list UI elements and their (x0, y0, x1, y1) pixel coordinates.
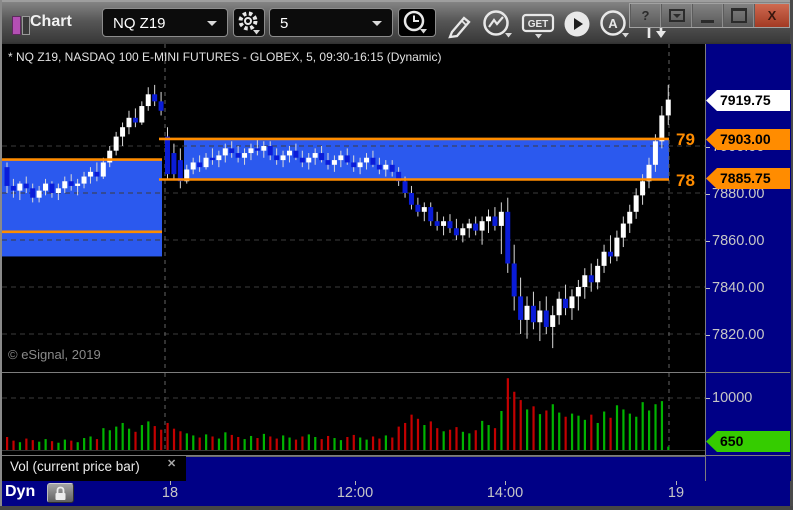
gear-icon (238, 11, 260, 35)
lock-icon (55, 486, 66, 500)
close-study-icon[interactable]: ✕ (167, 458, 177, 470)
volume-chart (2, 373, 705, 451)
time-tick: 19 (667, 485, 685, 501)
price-tick: 7840.00 (712, 280, 765, 296)
popout-button[interactable] (661, 4, 692, 27)
interval-value: 5 (280, 15, 289, 32)
chevron-down-icon (372, 21, 382, 26)
window-title: Chart (30, 13, 72, 30)
level-price-tag-top: 7903.00 (706, 129, 790, 150)
chart-window-icon-secondary (22, 16, 30, 35)
titlebar[interactable]: Chart NQ Z19 5 (2, 2, 790, 44)
popout-icon (668, 9, 685, 22)
footer-spacer (186, 456, 705, 482)
svg-text:A: A (608, 16, 618, 31)
symbol-combo[interactable]: NQ Z19 (102, 8, 228, 37)
get-icon: GET (521, 13, 555, 39)
minimize-button[interactable] (692, 4, 723, 27)
clock-icon (403, 10, 427, 34)
trend-tool-button[interactable] (481, 10, 519, 40)
volume-study-label: Vol (current price bar) (10, 459, 140, 474)
price-pane[interactable] (2, 44, 705, 372)
esignal-watermark: © eSignal, 2019 (8, 347, 101, 362)
time-tick: 18 (161, 485, 179, 501)
trendline-circle-icon (483, 10, 512, 38)
minimize-icon (701, 20, 714, 23)
window-controls: ? X (629, 3, 790, 28)
window-frame-bottom (0, 506, 793, 510)
chart-window-icon (12, 16, 21, 35)
price-axis[interactable] (706, 44, 791, 481)
time-axis[interactable] (2, 481, 790, 506)
level-line-label-bottom: 78 (676, 171, 695, 190)
close-button[interactable]: X (754, 4, 789, 27)
price-tick: 7820.00 (712, 327, 765, 343)
help-button[interactable]: ? (630, 4, 661, 27)
pane-divider[interactable] (2, 372, 790, 373)
close-icon: X (767, 8, 777, 23)
volume-tick: 10000 (712, 390, 753, 406)
dynamic-mode-label: Dyn (5, 483, 36, 500)
current-volume-tag: 650 (706, 431, 790, 452)
play-button[interactable] (562, 10, 596, 40)
settings-gear-button[interactable] (233, 8, 265, 37)
chart-title: * NQ Z19, NASDAQ 100 E-MINI FUTURES - GL… (8, 50, 442, 64)
annotate-button[interactable]: A (599, 10, 637, 40)
last-price-tag: 7919.75 (706, 90, 790, 111)
chevron-down-icon (207, 21, 217, 26)
interval-combo[interactable]: 5 (269, 8, 393, 37)
window-frame-left (0, 0, 2, 510)
axis-separator (705, 44, 706, 481)
pencil-icon (448, 16, 471, 39)
get-data-button[interactable]: GET (521, 10, 559, 40)
play-icon (564, 11, 590, 37)
price-tick: 7880.00 (712, 186, 765, 202)
time-interval-button[interactable] (398, 8, 436, 37)
volume-pane-bottom-divider (2, 455, 790, 456)
lock-scale-button[interactable] (47, 483, 74, 503)
maximize-icon (730, 8, 747, 23)
help-label: ? (641, 8, 650, 23)
maximize-button[interactable] (723, 4, 754, 27)
window-frame-top (0, 0, 793, 2)
volume-pane[interactable] (2, 373, 705, 455)
level-line-label-top: 79 (676, 130, 695, 149)
draw-pencil-button[interactable] (445, 10, 479, 40)
level-price-tag-bottom: 7885.75 (706, 168, 790, 189)
letter-a-circle-icon: A (600, 10, 629, 38)
candlestick-chart (2, 44, 705, 372)
time-tick: 12:00 (336, 485, 374, 501)
svg-text:GET: GET (528, 19, 549, 30)
symbol-value: NQ Z19 (113, 15, 166, 32)
time-tick: 14:00 (486, 485, 524, 501)
price-tick: 7860.00 (712, 233, 765, 249)
window-frame-right (790, 0, 793, 510)
